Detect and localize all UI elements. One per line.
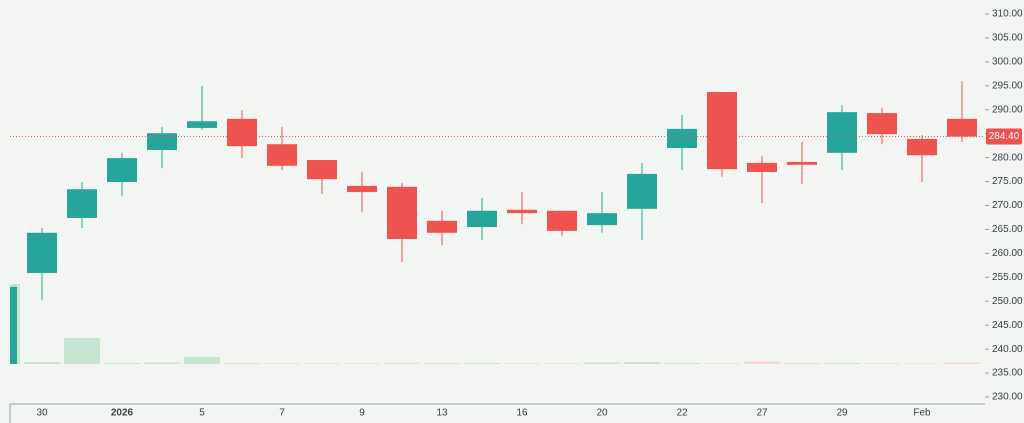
y-tick-label: 230.00	[992, 392, 1023, 403]
volume-bar	[424, 363, 460, 364]
candle-body	[227, 118, 257, 147]
y-tick-label: 280.00	[992, 152, 1023, 163]
candle-body	[267, 144, 297, 166]
candle-body	[27, 232, 57, 274]
volume-bar	[704, 363, 740, 364]
x-tick-label: 7	[279, 408, 285, 419]
y-tick-label: 245.00	[992, 320, 1023, 331]
x-tick-label: 27	[756, 408, 768, 419]
x-tick-label: 29	[836, 408, 848, 419]
candle-body	[747, 162, 777, 172]
candle-body	[107, 158, 137, 183]
volume-bar	[464, 363, 500, 364]
volume-bar	[24, 362, 60, 364]
candle-body	[947, 118, 977, 137]
volume-bar	[664, 363, 700, 364]
candle-body	[387, 186, 417, 240]
x-tick-label: 30	[36, 408, 48, 419]
x-tick-label: 2026	[111, 408, 134, 419]
volume-bar	[824, 363, 860, 364]
volume-bar	[344, 363, 380, 364]
volume-bar	[904, 363, 940, 364]
volume-bar	[784, 363, 820, 364]
candle-body	[147, 133, 177, 150]
y-tick-label: 290.00	[992, 104, 1023, 115]
y-tick-label: 295.00	[992, 80, 1023, 91]
candle-body	[507, 209, 537, 214]
volume-bar	[264, 363, 300, 364]
volume-bar	[184, 357, 220, 364]
volume-bar	[544, 363, 580, 364]
candle-body	[10, 286, 17, 364]
volume-bar	[144, 362, 180, 364]
candle-body	[907, 138, 937, 156]
candle-body	[867, 113, 897, 135]
candle-body	[347, 185, 377, 193]
volume-bar	[224, 363, 260, 364]
volume-bar	[304, 363, 340, 364]
volume-bar	[744, 361, 780, 364]
volume-bar	[104, 363, 140, 364]
volume-bar	[504, 363, 540, 364]
y-tick-label: 265.00	[992, 224, 1023, 235]
x-tick-label: Feb	[913, 408, 931, 419]
candle-body	[587, 213, 617, 226]
candle-body	[187, 121, 217, 128]
x-tick-label: 22	[676, 408, 688, 419]
x-tick-label: 13	[436, 408, 448, 419]
y-tick-label: 310.00	[992, 9, 1023, 20]
x-tick-label: 20	[596, 408, 608, 419]
candle-body	[667, 128, 697, 149]
candle-body	[827, 112, 857, 153]
y-tick-label: 250.00	[992, 296, 1023, 307]
candle-body	[467, 210, 497, 228]
volume-bar	[944, 362, 980, 364]
candle-body	[547, 210, 577, 231]
last-price-label: 284.40	[989, 131, 1020, 142]
x-tick-label: 16	[516, 408, 528, 419]
last-price-box	[986, 128, 1022, 145]
y-tick-label: 270.00	[992, 200, 1023, 211]
volume-bar	[64, 338, 100, 364]
y-tick-label: 305.00	[992, 33, 1023, 44]
candle-body	[427, 220, 457, 233]
volume-bar	[584, 362, 620, 364]
volume-bar	[864, 363, 900, 364]
volume-bar	[384, 362, 420, 364]
x-tick-label: 9	[359, 408, 365, 419]
volume-bar	[624, 362, 660, 364]
candle-body	[707, 92, 737, 170]
candle-body	[67, 189, 97, 218]
y-tick-label: 260.00	[992, 248, 1023, 259]
candle-body	[307, 160, 337, 180]
y-tick-label: 235.00	[992, 368, 1023, 379]
candle-body	[787, 161, 817, 165]
y-tick-label: 275.00	[992, 176, 1023, 187]
y-tick-label: 240.00	[992, 344, 1023, 355]
y-tick-label: 255.00	[992, 272, 1023, 283]
x-tick-label: 5	[199, 408, 205, 419]
candle-body	[627, 173, 657, 209]
plot-area	[10, 81, 980, 364]
y-tick-label: 300.00	[992, 57, 1023, 68]
